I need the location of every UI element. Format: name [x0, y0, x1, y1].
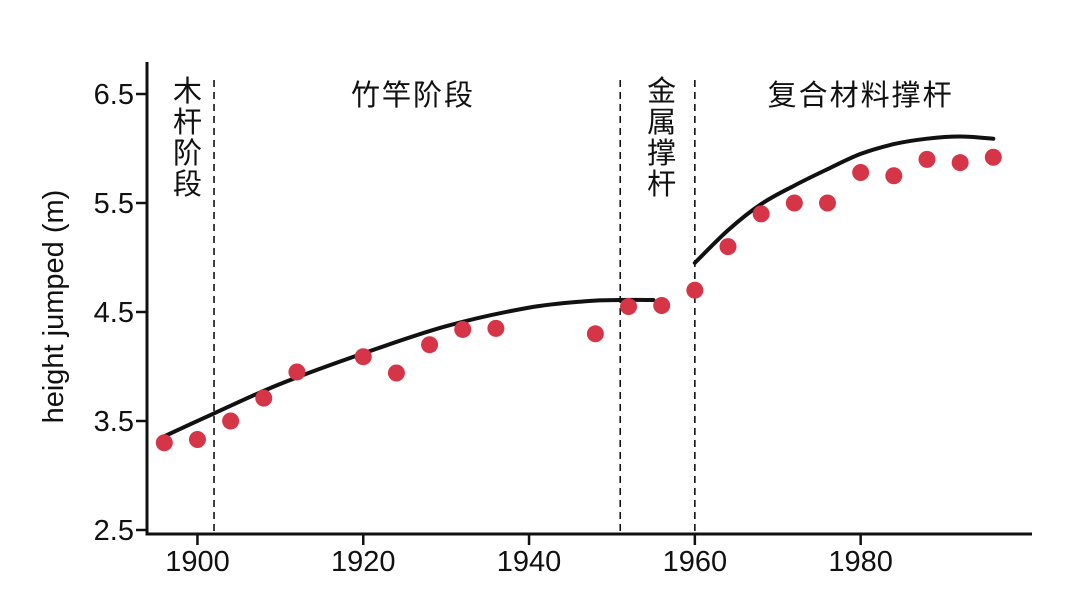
era-boundaries: [213, 80, 696, 534]
data-point: [785, 194, 803, 212]
x-tick-label: 1940: [497, 546, 562, 578]
era-label-char: 段: [173, 167, 202, 201]
data-point: [155, 434, 173, 452]
era-label-char: 撑: [647, 136, 676, 170]
axis-ticks: 2.5 3.5 4.5 5.5 6.5 1900 1920 1940 1960 1980: [94, 79, 893, 578]
y-tick-label: 2.5: [94, 515, 134, 547]
x-tick-label: 1980: [828, 546, 893, 578]
data-point: [951, 154, 969, 172]
trend-line: [692, 134, 996, 265]
data-point: [288, 363, 306, 381]
data-point: [255, 389, 273, 407]
data-point: [686, 281, 704, 299]
data-point: [719, 238, 737, 256]
data-point: [885, 167, 903, 185]
data-point: [421, 336, 439, 354]
data-points: [155, 148, 1002, 452]
data-point: [752, 205, 770, 223]
era-label-char: 属: [647, 105, 676, 139]
data-point: [387, 364, 405, 382]
data-point: [222, 412, 240, 430]
data-point: [188, 431, 206, 449]
data-point: [984, 148, 1002, 166]
y-tick-label: 6.5: [94, 79, 134, 111]
era-label-char: 阶: [173, 136, 202, 170]
y-tick-label: 3.5: [94, 406, 134, 438]
y-tick-label: 5.5: [94, 188, 134, 220]
data-point: [918, 150, 936, 168]
trend-line: [162, 297, 656, 439]
era-label-char: 杆: [647, 167, 676, 201]
era-label: 复合材料撑杆: [768, 78, 954, 112]
era-label-char: 木: [173, 74, 202, 108]
data-point: [454, 320, 472, 338]
data-point: [818, 194, 836, 212]
era-label: 竹竿阶段: [351, 78, 475, 112]
trend-lines: [162, 134, 996, 439]
y-tick-label: 4.5: [94, 297, 134, 329]
data-point: [487, 319, 505, 337]
era-label-char: 金: [647, 74, 676, 108]
era-label-char: 杆: [173, 105, 202, 139]
data-point: [620, 298, 638, 316]
x-tick-label: 1900: [165, 546, 230, 578]
x-tick-label: 1920: [331, 546, 396, 578]
axes: [145, 62, 1032, 536]
data-point: [852, 163, 870, 181]
data-point: [586, 325, 604, 343]
x-tick-label: 1960: [663, 546, 728, 578]
y-axis-title: height jumped (m): [38, 190, 70, 424]
data-point: [354, 348, 372, 366]
data-point: [653, 296, 671, 314]
